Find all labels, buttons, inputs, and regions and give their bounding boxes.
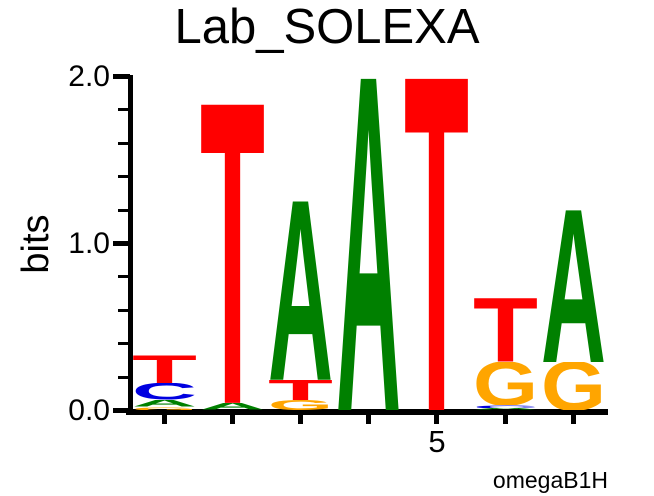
logo-letter-A: A — [268, 201, 333, 380]
y-tick-label: 2.0 — [68, 60, 110, 93]
y-axis-line — [128, 75, 133, 414]
logo-letter-G: G — [268, 400, 333, 410]
logo-letter-C: C — [473, 405, 538, 408]
svg-text:G: G — [473, 362, 538, 405]
x-axis-tick — [571, 415, 576, 424]
svg-text:A: A — [541, 210, 606, 362]
logo-column: A — [335, 0, 403, 410]
svg-text:T: T — [473, 298, 538, 362]
x-axis-tick — [503, 415, 508, 424]
svg-text:A: A — [268, 201, 333, 380]
chart-title: Lab_SOLEXA — [174, 0, 480, 54]
y-axis-minor-tick — [118, 175, 130, 178]
logo-letter-T: T — [200, 104, 265, 403]
svg-text:A: A — [200, 403, 265, 410]
logo-letter-T: T — [473, 298, 538, 362]
y-axis-major-tick — [113, 408, 130, 413]
svg-text:C: C — [132, 383, 197, 400]
fineprint-label: omegaB1H — [492, 467, 608, 493]
svg-text:C: C — [473, 405, 538, 408]
svg-text:G: G — [132, 407, 197, 410]
y-axis-major-tick — [113, 74, 130, 79]
logo-letter-T: T — [404, 78, 469, 410]
svg-text:G: G — [541, 362, 606, 410]
y-axis-minor-tick — [118, 342, 130, 345]
x-tick-label: 5 — [428, 424, 446, 459]
svg-text:G: G — [268, 400, 333, 410]
y-axis-minor-tick — [118, 376, 130, 379]
svg-text:A: A — [473, 408, 538, 410]
logo-letter-G: G — [541, 362, 606, 410]
logo-letter-A: A — [200, 403, 265, 410]
logo-column: T — [403, 0, 471, 410]
x-axis-tick — [162, 415, 167, 424]
y-axis-minor-tick — [118, 108, 130, 111]
x-axis-tick — [434, 415, 439, 424]
svg-text:T: T — [404, 78, 469, 410]
x-axis-tick — [230, 415, 235, 424]
y-axis-minor-tick — [118, 209, 130, 212]
y-axis-minor-tick — [118, 309, 130, 312]
logo-letter-T: T — [268, 380, 333, 400]
logo-letter-G: G — [132, 407, 197, 410]
y-tick-label: 0.0 — [68, 394, 110, 427]
svg-text:T: T — [268, 380, 333, 400]
x-axis-line — [126, 409, 608, 415]
svg-text:T: T — [200, 104, 265, 403]
logo-letter-C: C — [132, 383, 197, 400]
x-axis-tick — [366, 415, 371, 424]
svg-text:A: A — [336, 78, 401, 410]
logo-letter-A: A — [336, 78, 401, 410]
y-axis-minor-tick — [118, 275, 130, 278]
x-axis-tick — [298, 415, 303, 424]
logo-letter-T: T — [132, 355, 197, 383]
logo-letter-A: A — [541, 210, 606, 362]
y-tick-label: 1.0 — [68, 227, 110, 260]
svg-text:T: T — [132, 355, 197, 383]
y-axis-major-tick — [113, 241, 130, 246]
logo-letter-A: A — [473, 408, 538, 410]
svg-text:A: A — [132, 400, 197, 407]
y-axis-minor-tick — [118, 142, 130, 145]
logo-letter-G: G — [473, 362, 538, 405]
logo-letter-A: A — [132, 400, 197, 407]
